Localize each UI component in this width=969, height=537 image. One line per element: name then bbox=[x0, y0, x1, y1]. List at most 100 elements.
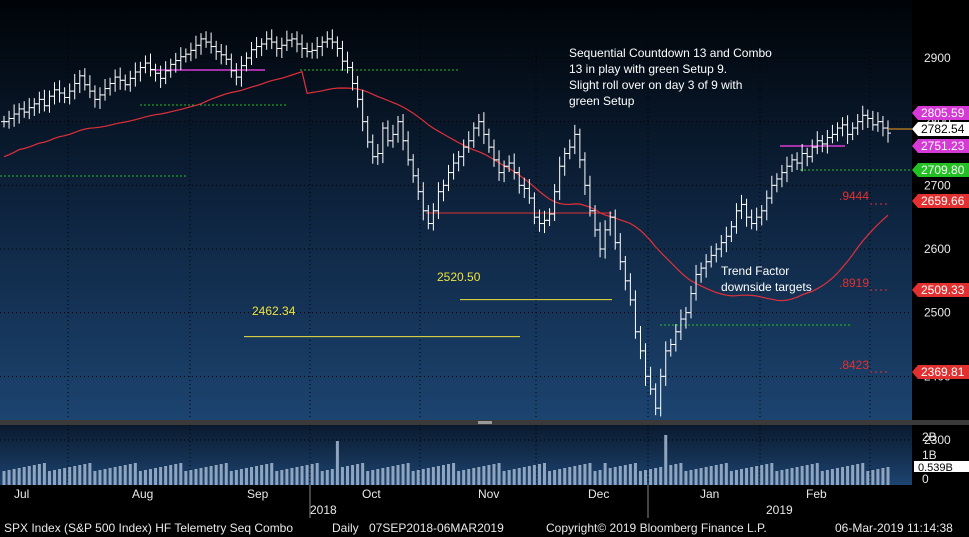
volume-bar bbox=[734, 470, 738, 485]
volume-bar bbox=[174, 464, 178, 485]
volume-bar bbox=[113, 467, 117, 485]
footer-frequency: Daily bbox=[332, 521, 359, 535]
volume-bar bbox=[750, 467, 754, 485]
volume-bar bbox=[63, 468, 67, 485]
volume-bar bbox=[841, 467, 845, 485]
volume-bar bbox=[492, 464, 496, 485]
volume-bar bbox=[376, 469, 380, 485]
volume-bar bbox=[285, 469, 289, 485]
price-tag-label: 2751.23 bbox=[921, 139, 965, 153]
volume-bar bbox=[689, 470, 693, 485]
price-tag-label: 2709.80 bbox=[921, 163, 965, 177]
volume-bar bbox=[275, 471, 279, 485]
volume-bar bbox=[290, 468, 294, 485]
price-tag bbox=[912, 106, 969, 120]
volume-bar bbox=[780, 470, 784, 485]
volume-bar bbox=[457, 471, 461, 485]
grid-lines bbox=[0, 0, 912, 485]
volume-bar bbox=[325, 470, 329, 485]
volume-bar bbox=[482, 466, 486, 485]
volume-bar bbox=[497, 463, 501, 485]
volume-bar bbox=[27, 466, 31, 485]
volume-bar bbox=[755, 466, 759, 485]
volume-bar bbox=[517, 468, 521, 485]
volume-bar bbox=[633, 463, 637, 485]
volume-bar bbox=[133, 463, 137, 485]
volume-bar bbox=[224, 463, 228, 485]
volume-bar bbox=[305, 465, 309, 485]
volume-bar bbox=[53, 470, 57, 485]
footer-copyright: Copyright© 2019 Bloomberg Finance L.P. bbox=[546, 521, 767, 535]
volume-bar bbox=[164, 466, 168, 485]
volume-bar bbox=[83, 464, 87, 485]
volume-bar bbox=[477, 467, 481, 485]
volume-bar bbox=[340, 467, 344, 485]
volume-bar bbox=[548, 471, 552, 485]
volume-bar bbox=[250, 467, 254, 485]
volume-bar bbox=[684, 471, 688, 485]
volume-bar bbox=[835, 468, 839, 485]
volume-bar bbox=[745, 468, 749, 485]
price-tag-label: 2509.33 bbox=[921, 283, 965, 297]
volume-bar bbox=[775, 471, 779, 485]
volume-bar bbox=[502, 471, 506, 485]
axes: 2300240025002600270028002900JulAugSepOct… bbox=[14, 51, 951, 518]
volume-bar bbox=[310, 464, 314, 485]
volume-bar bbox=[234, 470, 238, 485]
price-tags: 2805.59 2782.54 2751.23 2709.80 2659.66 2509.… bbox=[888, 106, 969, 379]
volume-bar bbox=[78, 465, 82, 485]
month-label: Dec bbox=[588, 487, 609, 501]
volume-bar bbox=[421, 469, 425, 485]
volume-bar bbox=[2, 471, 6, 485]
volume-bar bbox=[563, 468, 567, 485]
volume-axis-panel bbox=[912, 425, 969, 485]
volume-bar bbox=[770, 463, 774, 485]
volume-bar bbox=[214, 465, 218, 485]
volume-bar bbox=[729, 471, 733, 485]
vol-tick-0: 0 bbox=[922, 472, 929, 486]
volume-bar bbox=[431, 467, 435, 485]
volume-panel bbox=[0, 425, 912, 485]
volume-bar bbox=[204, 467, 208, 485]
volume-bar bbox=[93, 471, 97, 485]
tf-label-8919: .8919 bbox=[839, 276, 869, 290]
volume-bar bbox=[371, 470, 375, 485]
moving-average-line bbox=[3, 70, 889, 302]
volume-bar bbox=[583, 464, 587, 485]
volume-bar bbox=[179, 463, 183, 485]
volume-bar bbox=[462, 470, 466, 485]
y-tick-label: 2500 bbox=[924, 306, 951, 320]
volume-bar bbox=[345, 466, 349, 485]
volume-bar bbox=[512, 469, 516, 485]
price-tag-label: 2369.81 bbox=[921, 365, 965, 379]
volume-bar bbox=[98, 470, 102, 485]
year-2018: 2018 bbox=[310, 503, 337, 517]
volume-bar bbox=[406, 463, 410, 485]
volume-bar bbox=[608, 468, 612, 485]
volume-bar bbox=[169, 465, 173, 485]
price-tag-label: 2659.66 bbox=[921, 194, 965, 208]
volume-bar bbox=[270, 463, 274, 485]
price-panel bbox=[0, 0, 912, 420]
volume-bar bbox=[664, 435, 668, 485]
price-tag-label: 2782.54 bbox=[921, 122, 965, 136]
price-bars bbox=[1, 29, 891, 417]
volume-bar bbox=[17, 468, 21, 485]
volume-bar bbox=[669, 465, 673, 485]
divider-handle[interactable] bbox=[478, 421, 492, 424]
volume-bar bbox=[659, 467, 663, 485]
volume-bar bbox=[391, 466, 395, 485]
volume-bar bbox=[825, 470, 829, 485]
volume-bar bbox=[154, 468, 158, 485]
volume-bar bbox=[330, 469, 334, 485]
volume-bar bbox=[356, 464, 360, 485]
volume-bar bbox=[709, 466, 713, 485]
price-tag bbox=[912, 163, 969, 177]
volume-bar bbox=[618, 466, 622, 485]
volume-bar bbox=[871, 470, 875, 485]
tf-label-9444: .9444 bbox=[839, 189, 869, 203]
level-label-2462: 2462.34 bbox=[252, 304, 296, 318]
volume-bar bbox=[765, 464, 769, 485]
volume-bar bbox=[159, 467, 163, 485]
note-line-2: 13 in play with green Setup 9. bbox=[569, 62, 727, 76]
